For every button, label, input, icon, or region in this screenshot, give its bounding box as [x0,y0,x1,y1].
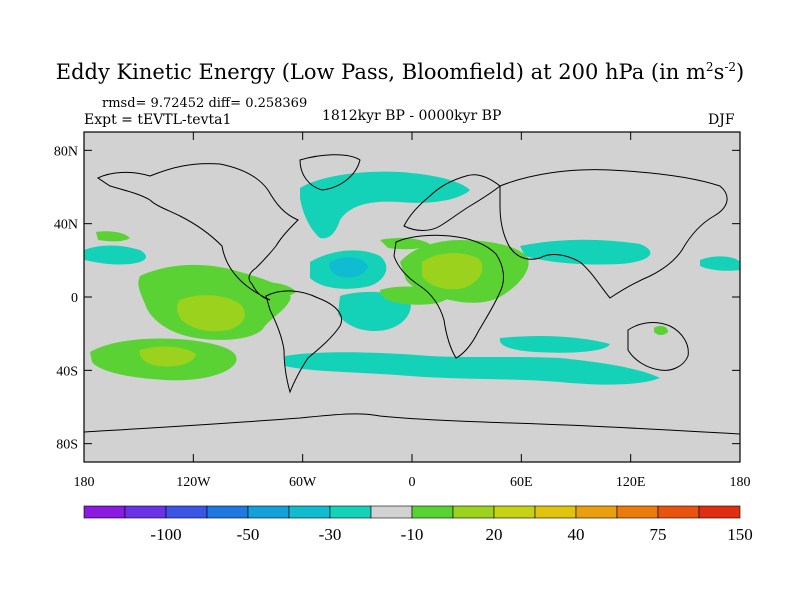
colorbar-swatch [370,505,413,519]
title-close: ) [736,60,745,84]
colorbar-swatch [575,505,618,519]
anomaly-shading [84,171,740,385]
colorbar-label: -50 [237,525,260,544]
map-plot-area [83,131,741,463]
southern-ocean-negative [285,352,660,385]
north-atlantic-negative [300,171,470,239]
antarctica-coast [83,413,741,435]
colorbar-swatch [616,505,659,519]
australia-positive [654,325,668,335]
colorbar-label: -10 [401,525,424,544]
africa-coast [393,234,504,359]
south-pacific-core [139,346,196,367]
colorbar-label: 75 [650,525,667,544]
colorbar-label: 40 [568,525,585,544]
latitude-axis: 80N 40N 0 40S 80S [54,144,740,453]
stats-text: rmsd= 9.72452 diff= 0.258369 [102,96,308,111]
west-pacific-negative [520,239,651,265]
colorbar-label: -30 [319,525,342,544]
colorbar-swatch [452,505,495,519]
lon-tick-label: 0 [409,475,416,490]
title-exponent-1: 2 [705,60,714,74]
lon-tick-label: 120E [616,475,646,490]
lon-tick-label: 180 [74,475,95,490]
colorbar-swatch [411,505,454,519]
subtropical-atlantic-core [329,257,368,278]
north-africa-positive [380,237,430,250]
east-pacific-negative [700,256,740,271]
western-atlantic-positive [250,282,296,297]
title-unit-s: s [713,60,725,84]
lat-tick-label: 0 [71,291,78,306]
coastlines [83,154,741,435]
northeast-atlantic-positive [96,231,130,242]
south-indian-negative [499,336,610,353]
australia-coast [627,322,689,371]
colorbar-swatch [657,505,700,519]
colorbar-swatch [247,505,290,519]
figure-title: Eddy Kinetic Energy (Low Pass, Bloomfiel… [0,60,800,84]
south-america-negative [338,291,411,332]
south-america-coast [265,290,342,394]
lat-tick-label: 40S [56,364,78,379]
north-pacific-negative [84,245,146,265]
asia-coast [499,169,728,299]
longitude-axis: 180 120W 60W 0 60E 120E 180 [74,132,751,490]
colorbar-label: -100 [150,525,181,544]
colorbar-swatch [83,505,126,519]
colorbar-swatch [698,505,741,519]
lat-tick-label: 80S [56,438,78,453]
season-text: DJF [708,112,735,128]
title-exponent-2: -2 [724,60,737,74]
colorbar: -100 -50 -30 -10 20 40 75 150 [83,505,753,544]
colorbar-label: 20 [486,525,503,544]
lon-tick-label: 180 [730,475,751,490]
colorbar-swatch [206,505,249,519]
period-text: 1812kyr BP - 0000kyr BP [322,108,502,124]
africa-core [422,253,483,290]
colorbar-swatch [329,505,372,519]
greenland-coast [299,154,361,191]
eastern-pacific-core [177,295,245,332]
colorbar-swatch [534,505,577,519]
lat-tick-label: 80N [54,144,78,159]
atlantic-equatorial-positive [380,286,450,305]
title-text: Eddy Kinetic Energy (Low Pass, Bloomfiel… [55,60,706,84]
lon-tick-label: 120W [176,475,211,490]
colorbar-swatch [493,505,536,519]
lon-tick-label: 60E [510,475,533,490]
lon-tick-label: 60W [289,475,317,490]
colorbar-swatch [288,505,331,519]
lat-tick-label: 40N [54,218,78,233]
experiment-text: Expt = tEVTL-tevta1 [84,112,232,128]
colorbar-swatch [124,505,167,519]
north-america-coast [97,163,299,301]
colorbar-swatch [165,505,208,519]
colorbar-label: 150 [727,525,753,544]
